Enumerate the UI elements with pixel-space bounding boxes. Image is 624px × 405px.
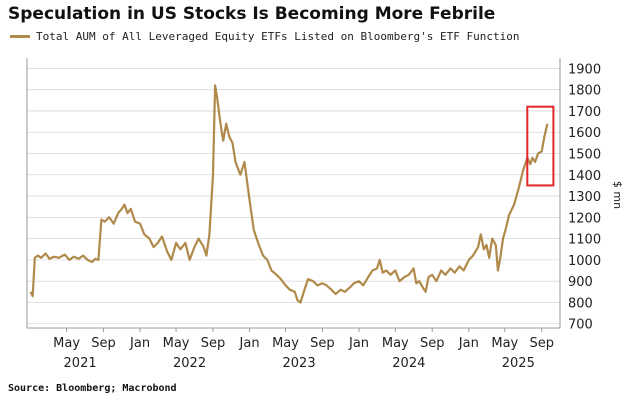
x-tick-label: May <box>272 336 299 351</box>
x-year-label: 2021 <box>64 356 97 371</box>
x-tick-label: Sep <box>529 336 554 351</box>
x-tick-label: Jan <box>239 336 260 351</box>
y-tick-label: 1800 <box>568 84 601 99</box>
series-layer <box>29 84 549 304</box>
x-year-label: 2025 <box>502 356 535 371</box>
y-tick-label: 1900 <box>568 62 601 77</box>
y-tick-label: 1700 <box>568 105 601 120</box>
y-tick-label: 700 <box>568 318 593 333</box>
highlight-box <box>526 105 555 187</box>
x-tick-label: Sep <box>310 336 335 351</box>
x-tick-label: Sep <box>201 336 226 351</box>
x-tick-label: May <box>53 336 80 351</box>
y-tick-label: 1300 <box>568 190 601 205</box>
x-tick-label: Jan <box>348 336 369 351</box>
x-tick-label: May <box>491 336 518 351</box>
legend-label: Total AUM of All Leveraged Equity ETFs L… <box>36 30 520 43</box>
gridlines <box>27 67 560 325</box>
x-year-label: 2024 <box>392 356 425 371</box>
x-year-label: 2023 <box>283 356 316 371</box>
x-tick-label: May <box>163 336 190 351</box>
y-tick-label: 1500 <box>568 148 601 163</box>
legend-swatch <box>10 35 30 38</box>
chart-title: Speculation in US Stocks Is Becoming Mor… <box>8 4 496 24</box>
series-line <box>29 84 549 304</box>
axes <box>26 58 561 332</box>
x-tick-label: Sep <box>91 336 116 351</box>
y-axis-unit: $ mn <box>611 181 624 209</box>
y-tick-label: 900 <box>568 275 593 290</box>
x-tick-label: May <box>382 336 409 351</box>
source-note: Source: Bloomberg; Macrobond <box>8 383 177 394</box>
tick-labels: 700 800 900 1000 1100 1200 1300 1400 1500 1600 170… <box>53 62 624 371</box>
y-tick-label: 1600 <box>568 126 601 141</box>
y-tick-label: 1100 <box>568 233 601 248</box>
x-tick-label: Jan <box>458 336 479 351</box>
y-tick-label: 1200 <box>568 211 601 226</box>
x-year-label: 2022 <box>173 356 206 371</box>
legend: Total AUM of All Leveraged Equity ETFs L… <box>10 30 519 43</box>
y-tick-label: 1400 <box>568 169 601 184</box>
highlight-layer <box>526 105 555 187</box>
x-tick-label: Sep <box>420 336 445 351</box>
x-tick-label: Jan <box>129 336 150 351</box>
y-tick-label: 1000 <box>568 254 601 269</box>
y-tick-label: 800 <box>568 296 593 311</box>
